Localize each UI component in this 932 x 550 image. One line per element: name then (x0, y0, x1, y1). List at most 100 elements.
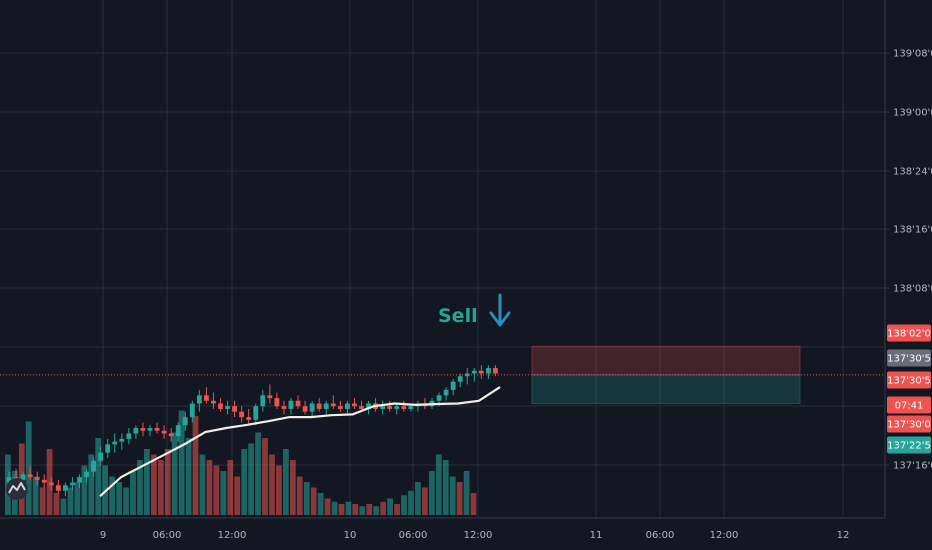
candle (168, 428, 174, 442)
volume-bar (331, 501, 338, 515)
volume-bar (192, 416, 199, 515)
x-tick-label: 10 (344, 530, 357, 541)
volume-bar (74, 482, 81, 515)
volume-bar (255, 432, 261, 515)
svg-text:137'30'5: 137'30'5 (887, 354, 931, 365)
candle (295, 395, 301, 409)
x-tick-label: 12:00 (218, 530, 247, 541)
volume-bar (227, 460, 234, 515)
y-tick-label: 138'16'0 (893, 225, 932, 236)
candle (232, 400, 237, 418)
candle (196, 389, 202, 412)
candle (394, 403, 400, 415)
volume-bar (442, 460, 449, 515)
candle (147, 425, 153, 437)
volume-bar (435, 454, 442, 515)
candle (253, 403, 259, 426)
volume-bar (449, 476, 456, 515)
arrow-down-icon[interactable] (489, 293, 511, 327)
candle (450, 378, 456, 396)
price-tag: 137'30'5 (887, 371, 931, 389)
candle (486, 365, 491, 379)
short-position-tool[interactable] (531, 345, 801, 404)
candle (189, 400, 195, 423)
volume-bar (67, 487, 74, 515)
volume-bar (109, 476, 115, 515)
candle (84, 468, 89, 483)
x-tick-label: 12:00 (464, 530, 493, 541)
candle (352, 398, 357, 409)
sell-annotation[interactable]: Sell (438, 305, 478, 327)
candle (77, 474, 82, 489)
svg-text:138'02'0: 138'02'0 (887, 329, 931, 340)
candle (281, 400, 287, 415)
volume-bar (171, 432, 178, 515)
volume-bar (262, 438, 268, 515)
volume-bar (394, 504, 400, 515)
svg-text:137'30'5: 137'30'5 (887, 376, 931, 387)
stop-loss-zone[interactable] (531, 345, 801, 376)
volume-bar (130, 471, 136, 515)
x-tick-label: 06:00 (646, 530, 675, 541)
candle (457, 373, 463, 388)
price-tag: 137'22'5 (887, 436, 931, 454)
tradingview-logo[interactable] (6, 478, 28, 500)
vwap-line (99, 386, 501, 498)
candle (98, 447, 104, 467)
volume-bar (137, 460, 143, 515)
y-tick-label: 137'16'0 (893, 461, 932, 472)
volume-bar (46, 449, 53, 515)
x-tick-label: 06:00 (399, 530, 428, 541)
candle (387, 400, 393, 412)
volume-bar (116, 482, 122, 515)
volume-bar (456, 482, 463, 515)
volume-bar (25, 421, 32, 515)
candle (464, 368, 470, 385)
candle (140, 422, 146, 437)
candle (225, 400, 230, 415)
volume-bar (276, 465, 282, 515)
volume-bar (359, 506, 366, 515)
candle (112, 433, 118, 453)
volume-bar (345, 501, 352, 515)
svg-text:07:41: 07:41 (895, 401, 924, 412)
candle (316, 398, 322, 412)
volume-bar (408, 490, 414, 515)
volume-bar (317, 493, 324, 515)
price-tag: 138'02'0 (887, 324, 931, 342)
candle (478, 365, 484, 379)
price-tag: 137'30'5 (887, 349, 931, 367)
candle (288, 398, 294, 415)
candle (126, 428, 132, 445)
volume-bar (95, 438, 102, 515)
volume-bar (241, 449, 248, 515)
price-axis[interactable]: 139'08'0 139'00'0 138'24'0 138'16'0 138'08'0… (884, 0, 932, 518)
volume-bar (303, 482, 310, 515)
candle (218, 398, 223, 412)
volume-bar (164, 449, 171, 515)
candle (302, 400, 308, 415)
candle (246, 408, 252, 426)
volume-bar (157, 460, 164, 515)
candle (63, 482, 68, 497)
volume-bar (39, 487, 46, 515)
volume-bar (366, 504, 373, 515)
take-profit-zone[interactable] (531, 374, 801, 404)
candle (267, 384, 273, 404)
time-axis[interactable]: 9 06:00 12:00 10 06:00 12:00 11 06:00 12:00 12 (0, 517, 932, 550)
volume-bar (422, 487, 428, 515)
candle (48, 477, 54, 491)
candle (70, 477, 75, 491)
volume-bar (269, 454, 275, 515)
volume-bar (310, 487, 317, 515)
candle (34, 471, 40, 486)
candle (105, 438, 111, 459)
volume-bar (206, 460, 213, 515)
volume-bar (380, 501, 387, 515)
candle (175, 422, 181, 442)
volume-bar (88, 454, 95, 515)
volume-bar (220, 471, 227, 515)
price-tag: 137'30'0 (887, 415, 931, 433)
volume-bar (123, 487, 129, 515)
